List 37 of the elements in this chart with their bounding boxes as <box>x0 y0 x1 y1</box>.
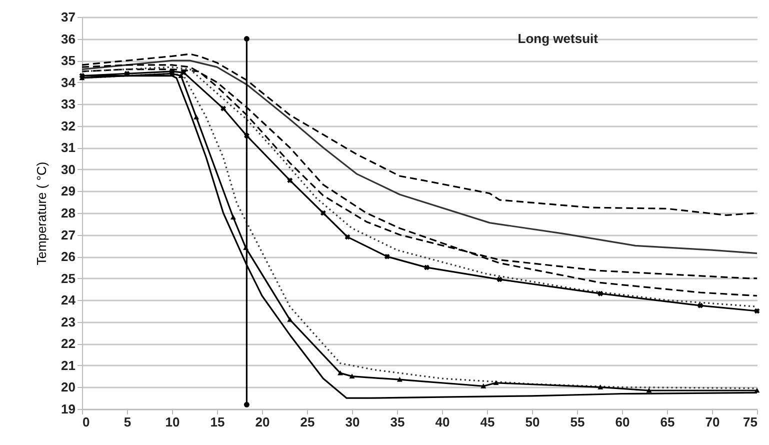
x-tick-label: 75 <box>743 414 758 430</box>
y-tick-label: 25 <box>61 270 76 286</box>
x-tick-label: 20 <box>255 414 270 430</box>
y-tick-label: 26 <box>61 249 76 264</box>
y-tick-label: 20 <box>61 380 76 395</box>
x-tick-label: 5 <box>124 414 132 430</box>
y-tick-label: 32 <box>61 118 76 134</box>
x-tick-label: 25 <box>300 414 315 430</box>
y-tick-label: 28 <box>61 206 76 220</box>
x-tick-label: 30 <box>345 414 360 430</box>
x-tick-label: 50 <box>525 414 540 430</box>
y-tick-label: 19 <box>61 402 76 416</box>
y-axis-title: Temperature ( °C) <box>34 162 50 266</box>
y-tick-label: 30 <box>61 162 76 177</box>
y-tick-label: 23 <box>61 314 76 330</box>
x-tick-label: 15 <box>210 414 225 430</box>
x-tick-label: 60 <box>615 414 630 430</box>
x-tick-label: 40 <box>435 414 450 430</box>
y-tick-label: 22 <box>61 336 76 352</box>
y-tick-label: 36 <box>61 31 76 46</box>
x-tick-label: 35 <box>390 414 405 430</box>
x-tick-label: 70 <box>705 414 720 430</box>
x-tick-label: 55 <box>570 414 585 430</box>
y-tick-label: 35 <box>61 53 76 68</box>
y-tick-label: 29 <box>61 184 76 199</box>
x-tick-label: 10 <box>165 414 180 430</box>
y-tick-label: 33 <box>61 96 76 112</box>
y-tick-label: 24 <box>61 292 76 308</box>
y-tick-label: 27 <box>61 227 76 242</box>
x-tick-label: 65 <box>660 414 675 430</box>
x-tick-label: 0 <box>82 414 90 430</box>
y-tick-label: 37 <box>61 10 76 24</box>
x-tick-label: 45 <box>480 414 495 430</box>
y-tick-label: 34 <box>61 74 76 90</box>
y-tick-label: 31 <box>61 140 76 156</box>
annotation: Long wetsuit <box>518 31 599 46</box>
y-tick-label: 21 <box>61 358 76 373</box>
